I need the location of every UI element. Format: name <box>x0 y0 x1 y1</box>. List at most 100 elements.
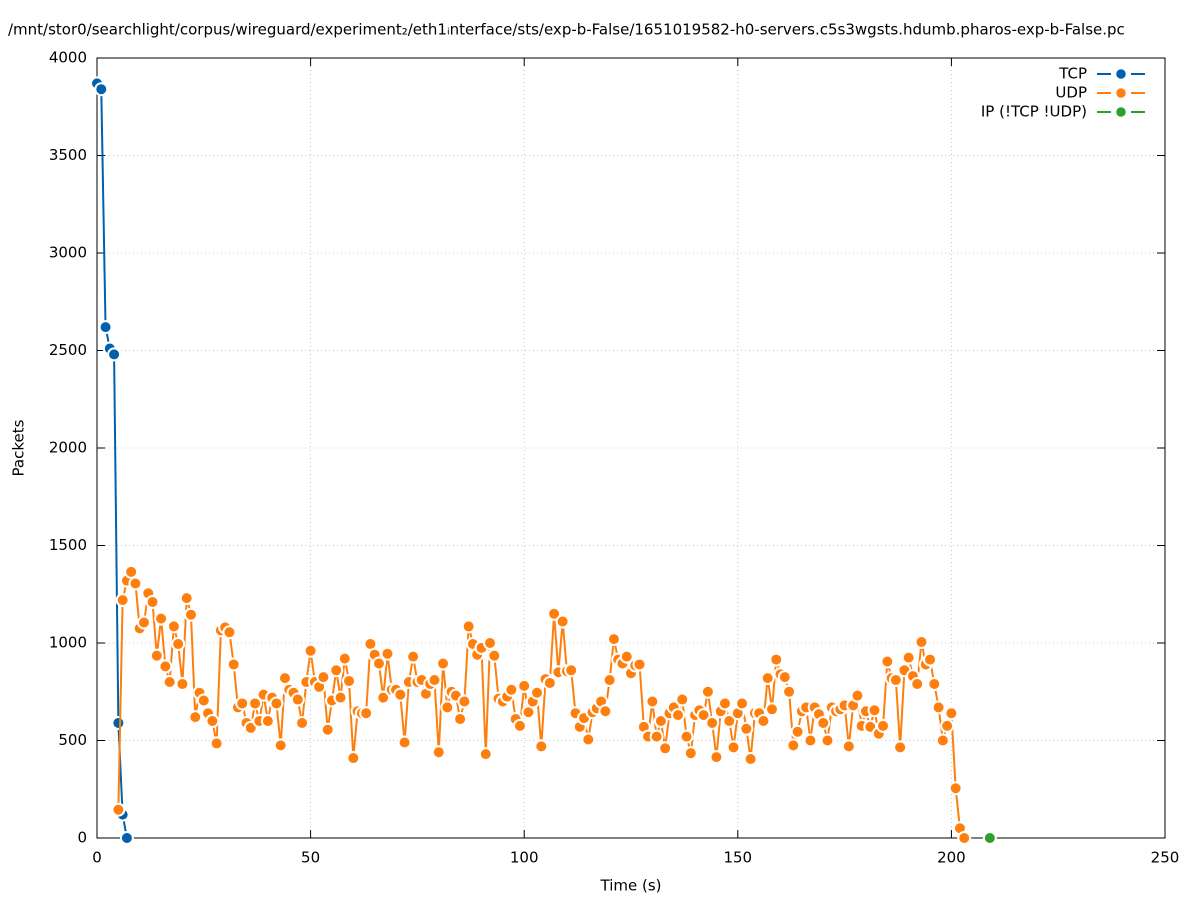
data-point <box>940 718 955 733</box>
y-tick-label: 2500 <box>49 341 87 359</box>
data-point <box>316 670 331 685</box>
data-point <box>581 732 596 747</box>
data-point <box>649 729 664 744</box>
data-point <box>598 704 613 719</box>
data-point <box>235 696 250 711</box>
data-point <box>679 729 694 744</box>
y-tick-label: 500 <box>58 731 87 749</box>
data-point <box>136 615 151 630</box>
data-point <box>436 656 451 671</box>
data-point <box>700 684 715 699</box>
data-point <box>457 694 472 709</box>
data-point <box>944 706 959 721</box>
data-point <box>329 663 344 678</box>
data-point <box>295 715 310 730</box>
data-point <box>290 692 305 707</box>
data-point <box>910 676 925 691</box>
data-point <box>483 636 498 650</box>
legend-label: IP (!TCP !UDP) <box>981 103 1087 121</box>
data-point <box>376 690 391 705</box>
data-point <box>764 702 779 717</box>
data-point <box>786 738 801 753</box>
data-point <box>901 650 916 665</box>
data-point <box>816 715 831 730</box>
data-point <box>888 673 903 688</box>
data-point <box>145 595 160 610</box>
data-point <box>179 591 194 606</box>
data-point <box>149 648 164 663</box>
data-point <box>359 706 374 721</box>
data-point <box>935 733 950 748</box>
data-point <box>867 703 882 718</box>
x-tick-label: 150 <box>723 849 752 867</box>
data-point <box>337 651 352 666</box>
data-point <box>722 714 737 728</box>
data-point <box>342 674 357 689</box>
data-point <box>957 831 972 845</box>
data-point <box>876 718 891 733</box>
data-point <box>431 745 446 760</box>
data-point <box>982 831 997 845</box>
plot-border <box>96 57 1166 839</box>
data-point <box>461 619 476 634</box>
data-point <box>380 646 395 661</box>
data-point <box>98 320 113 335</box>
data-point <box>260 714 275 728</box>
data-point <box>154 611 169 626</box>
data-point <box>880 654 895 669</box>
data-point <box>709 750 724 765</box>
data-point <box>739 721 754 736</box>
data-point <box>188 710 203 725</box>
data-point <box>683 746 698 761</box>
data-point <box>743 752 758 767</box>
data-point <box>653 714 668 728</box>
data-point <box>948 781 963 796</box>
legend-marker <box>1114 86 1128 100</box>
legend-label: UDP <box>1055 84 1087 102</box>
data-point <box>440 700 455 715</box>
legend-marker <box>1114 105 1128 119</box>
data-point <box>893 740 908 755</box>
data-point <box>226 657 241 672</box>
data-point <box>333 690 348 705</box>
data-point <box>205 714 220 728</box>
legend-label: TCP <box>1058 65 1087 83</box>
data-point <box>427 673 442 688</box>
data-point <box>209 736 224 751</box>
y-tick-label: 3500 <box>49 146 87 164</box>
data-point <box>166 619 181 634</box>
data-point <box>273 738 288 753</box>
data-point <box>128 576 143 591</box>
chart-title: /mnt/stor0/searchlight/corpus/wireguard/… <box>8 21 1125 39</box>
data-point <box>183 607 198 622</box>
data-point <box>222 625 237 640</box>
data-point <box>841 739 856 754</box>
data-point <box>717 696 732 711</box>
y-axis-label: Packets <box>10 419 28 476</box>
data-point <box>320 722 335 737</box>
data-point <box>269 696 284 711</box>
data-point <box>914 635 929 650</box>
data-point <box>542 675 557 690</box>
x-tick-label: 0 <box>92 849 102 867</box>
data-point <box>760 671 775 686</box>
data-point <box>606 632 621 647</box>
x-tick-label: 250 <box>1151 849 1180 867</box>
data-point <box>124 564 139 579</box>
legend-marker <box>1114 67 1128 81</box>
data-point <box>303 643 318 658</box>
data-point <box>803 733 818 748</box>
data-point <box>931 700 946 715</box>
data-point <box>756 714 771 728</box>
x-tick-label: 200 <box>937 849 966 867</box>
data-point <box>850 688 865 703</box>
data-point <box>453 712 468 727</box>
data-point <box>158 659 173 674</box>
data-point <box>555 614 570 629</box>
data-point <box>512 718 527 733</box>
data-point <box>726 740 741 755</box>
data-point <box>675 692 690 707</box>
data-point <box>534 739 549 754</box>
data-point <box>705 715 720 730</box>
